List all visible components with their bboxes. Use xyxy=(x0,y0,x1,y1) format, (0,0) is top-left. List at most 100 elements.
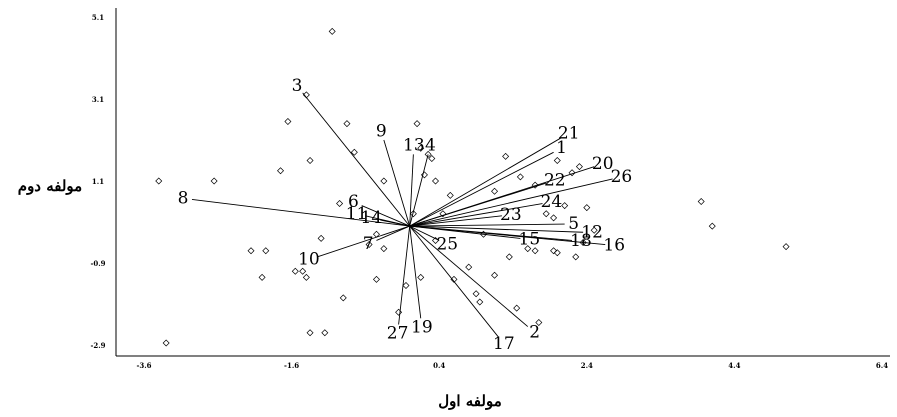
vector-label: 11 xyxy=(346,204,368,224)
score-point xyxy=(465,263,473,271)
score-point xyxy=(479,230,487,238)
vector-label: 19 xyxy=(411,317,433,337)
vector-label: 13 xyxy=(403,135,425,155)
loading-vectors xyxy=(191,92,613,338)
score-point xyxy=(365,241,373,249)
score-point xyxy=(162,339,170,347)
x-tick-label: 4.4 xyxy=(728,361,740,370)
score-point xyxy=(531,181,539,189)
y-tick-label: -0.9 xyxy=(90,259,105,268)
score-points xyxy=(155,27,790,347)
score-point xyxy=(550,214,558,222)
vector-line-25 xyxy=(409,225,440,241)
vector-label: 10 xyxy=(298,250,320,270)
vector-line-26 xyxy=(409,178,613,227)
score-point xyxy=(782,243,790,251)
vector-label: 6 xyxy=(348,192,359,212)
score-point xyxy=(428,154,436,162)
score-point xyxy=(321,329,329,337)
score-point xyxy=(476,298,484,306)
vector-line-17 xyxy=(409,225,499,338)
vector-line-21 xyxy=(409,137,562,227)
score-point xyxy=(446,191,454,199)
vector-line-10 xyxy=(317,225,410,258)
vector-line-9 xyxy=(383,139,411,227)
score-point xyxy=(302,273,310,281)
axes xyxy=(115,8,890,357)
y-tick-label: -2.9 xyxy=(90,341,105,350)
score-point xyxy=(372,275,380,283)
score-point xyxy=(417,144,425,152)
score-point xyxy=(450,275,458,283)
score-point xyxy=(531,247,539,255)
score-point xyxy=(561,202,569,210)
score-point xyxy=(277,167,285,175)
y-tick-labels: 5.1 3.1 1.1 -0.9 -2.9 xyxy=(90,13,105,350)
vector-label: 3 xyxy=(292,76,303,96)
score-point xyxy=(550,247,558,255)
score-point xyxy=(258,273,266,281)
score-point xyxy=(291,267,299,275)
score-point xyxy=(572,253,580,261)
y-axis-title: مولفه دوم xyxy=(18,177,82,195)
score-point xyxy=(395,308,403,316)
score-point xyxy=(339,294,347,302)
score-point xyxy=(708,222,716,230)
vector-label: 16 xyxy=(603,235,625,255)
score-point xyxy=(542,210,550,218)
vector-label: 12 xyxy=(581,223,603,243)
vector-line-23 xyxy=(409,215,502,227)
vector-line-14 xyxy=(380,219,410,227)
vector-label: 20 xyxy=(592,154,614,174)
vector-label: 9 xyxy=(376,121,387,141)
score-point xyxy=(502,152,510,160)
vector-label: 26 xyxy=(611,167,633,187)
vector-line-12 xyxy=(409,225,584,233)
score-point xyxy=(210,177,218,185)
vector-label: 8 xyxy=(178,188,189,208)
vector-label: 1 xyxy=(556,138,567,158)
vector-line-1 xyxy=(409,151,554,227)
vector-line-8 xyxy=(191,199,410,227)
score-point xyxy=(299,267,307,275)
score-point xyxy=(524,245,532,253)
score-point xyxy=(491,187,499,195)
vector-line-2 xyxy=(409,225,529,327)
score-point xyxy=(155,177,163,185)
score-point xyxy=(417,273,425,281)
x-tick-label: 2.4 xyxy=(581,361,593,370)
score-point xyxy=(583,204,591,212)
y-tick-label: 5.1 xyxy=(92,13,104,22)
score-point xyxy=(336,200,344,208)
vector-label: 7 xyxy=(363,234,374,254)
score-point xyxy=(380,177,388,185)
score-point xyxy=(413,120,421,128)
score-point xyxy=(491,271,499,279)
vector-label: 5 xyxy=(568,214,579,234)
score-point xyxy=(306,329,314,337)
vector-label: 4 xyxy=(425,136,436,156)
score-point xyxy=(409,210,417,218)
score-point xyxy=(579,239,587,246)
score-point xyxy=(553,249,561,257)
x-tick-label: 0.4 xyxy=(433,361,445,370)
score-point xyxy=(306,157,314,164)
vector-line-4 xyxy=(409,154,429,227)
vector-line-5 xyxy=(409,223,565,227)
vector-line-22 xyxy=(409,182,547,227)
score-point xyxy=(424,150,432,158)
score-point xyxy=(697,198,705,205)
vector-line-19 xyxy=(409,226,422,319)
vector-line-18 xyxy=(409,225,573,241)
score-point xyxy=(575,163,583,171)
vector-line-7 xyxy=(376,225,410,241)
score-point xyxy=(420,171,428,179)
score-point xyxy=(402,282,410,290)
score-point xyxy=(553,157,561,164)
score-point xyxy=(568,169,576,177)
vector-label: 14 xyxy=(361,208,383,228)
vector-line-6 xyxy=(361,205,410,227)
score-point xyxy=(513,304,521,312)
